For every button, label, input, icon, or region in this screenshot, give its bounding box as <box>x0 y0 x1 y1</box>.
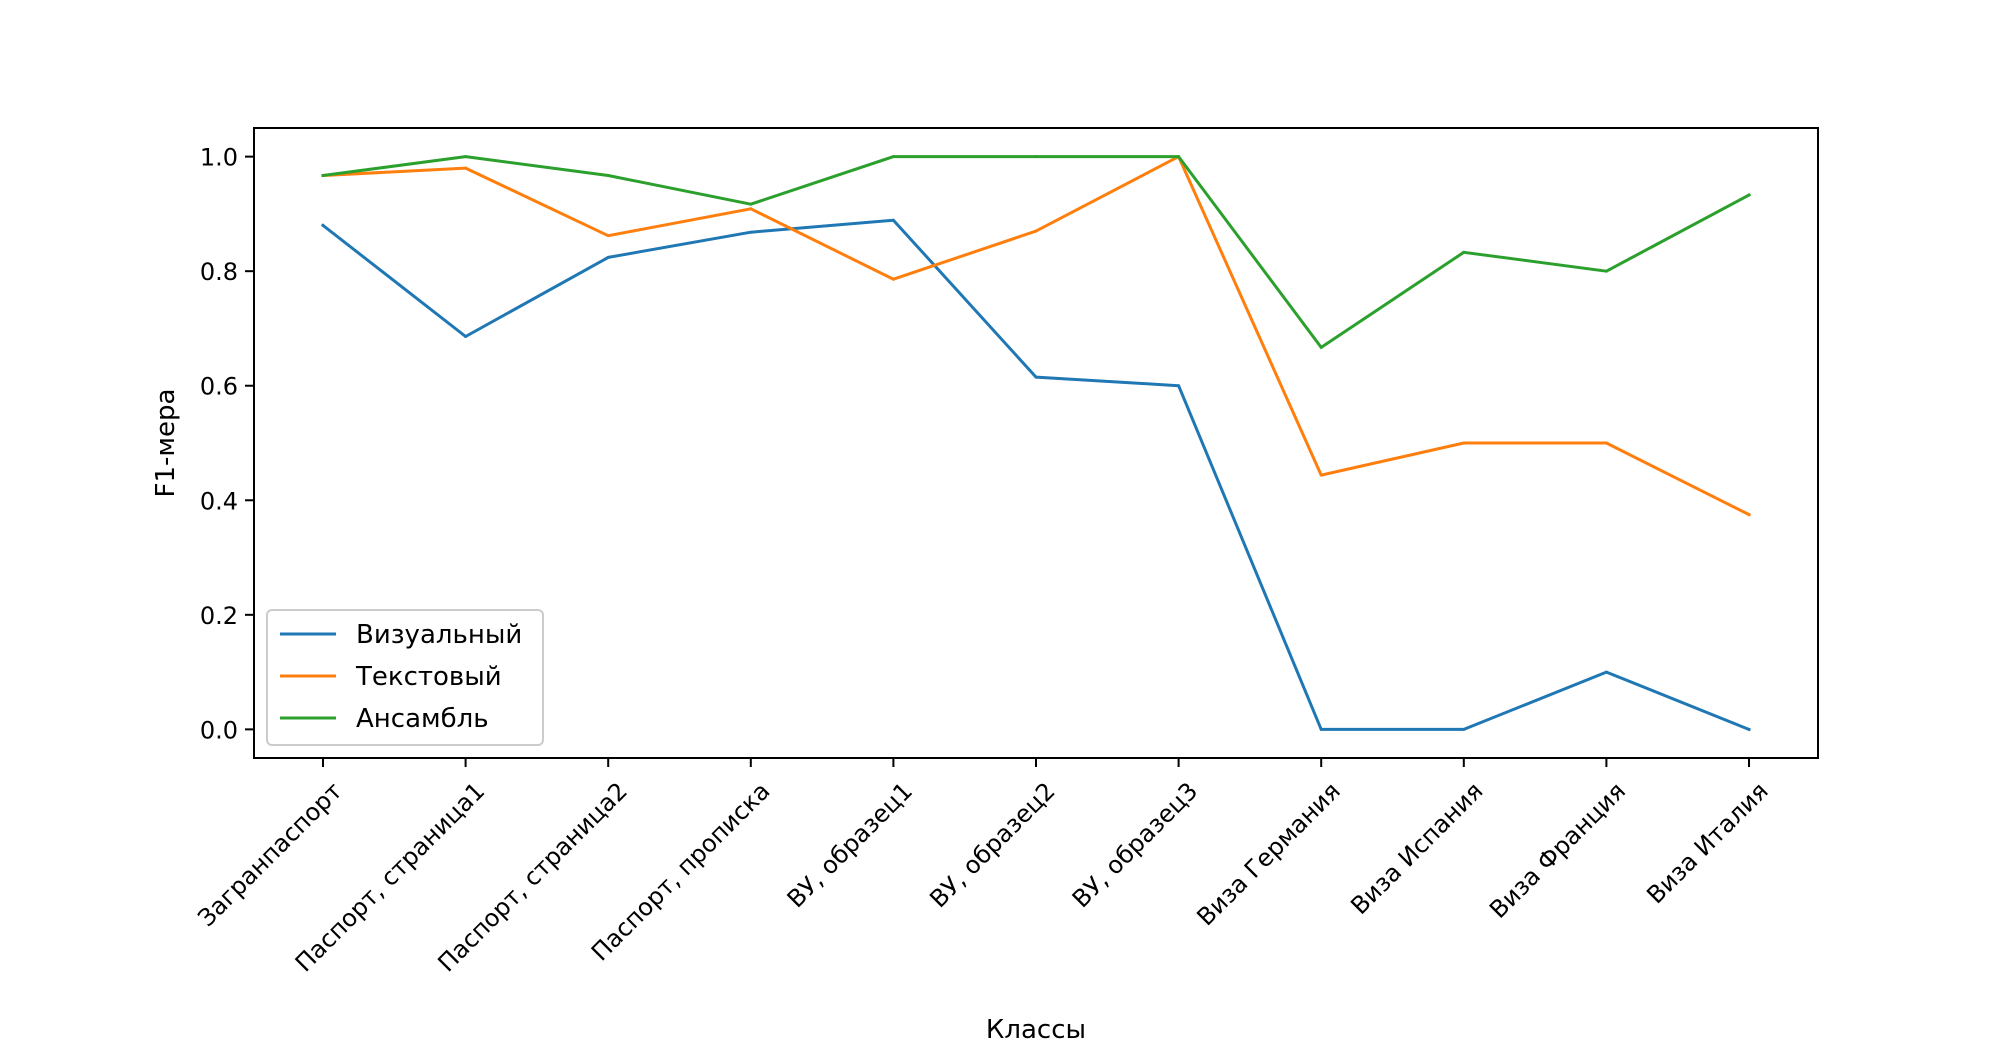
y-tick-label: 0.8 <box>200 258 238 286</box>
y-tick-label: 0.4 <box>200 487 238 515</box>
legend: Визуальный Текстовый Ансамбль <box>266 609 544 746</box>
data-point <box>606 174 610 178</box>
x-axis-title: Классы <box>986 1015 1086 1045</box>
data-point <box>1034 155 1038 159</box>
data-point <box>321 174 325 178</box>
y-tick-label: 0.6 <box>200 373 238 401</box>
data-point <box>1462 441 1466 445</box>
y-axis: 0.0 0.2 0.4 0.6 0.8 1.0 <box>200 144 254 744</box>
data-point <box>1747 193 1751 197</box>
data-point <box>321 223 325 227</box>
data-point <box>1177 384 1181 388</box>
data-point <box>1604 441 1608 445</box>
data-point <box>749 230 753 234</box>
data-point <box>1747 513 1751 517</box>
data-point <box>464 155 468 159</box>
y-axis-title: F1-мера <box>151 389 181 498</box>
data-point <box>1034 375 1038 379</box>
y-tick-label: 1.0 <box>200 144 238 172</box>
data-point <box>891 218 895 222</box>
series-lines <box>320 155 1752 732</box>
legend-box <box>266 609 544 746</box>
data-point <box>1034 229 1038 233</box>
data-point <box>606 255 610 259</box>
y-tick-label: 0.2 <box>200 602 238 630</box>
data-point <box>1462 250 1466 254</box>
data-point <box>1319 473 1323 477</box>
legend-label: Ансамбль <box>356 704 489 734</box>
data-point <box>1319 727 1323 731</box>
data-point <box>1604 670 1608 674</box>
data-point <box>891 277 895 281</box>
y-tick-label: 0.0 <box>200 716 238 744</box>
data-point <box>749 207 753 211</box>
data-point <box>1177 155 1181 159</box>
data-point <box>1604 269 1608 273</box>
data-point <box>1319 345 1323 349</box>
data-point <box>606 234 610 238</box>
legend-label: Текстовый <box>355 662 502 692</box>
legend-label: Визуальный <box>356 620 522 650</box>
data-point <box>1462 727 1466 731</box>
data-point <box>1747 727 1751 731</box>
data-point <box>891 155 895 159</box>
data-point <box>464 334 468 338</box>
data-point <box>464 166 468 170</box>
data-point <box>749 202 753 206</box>
